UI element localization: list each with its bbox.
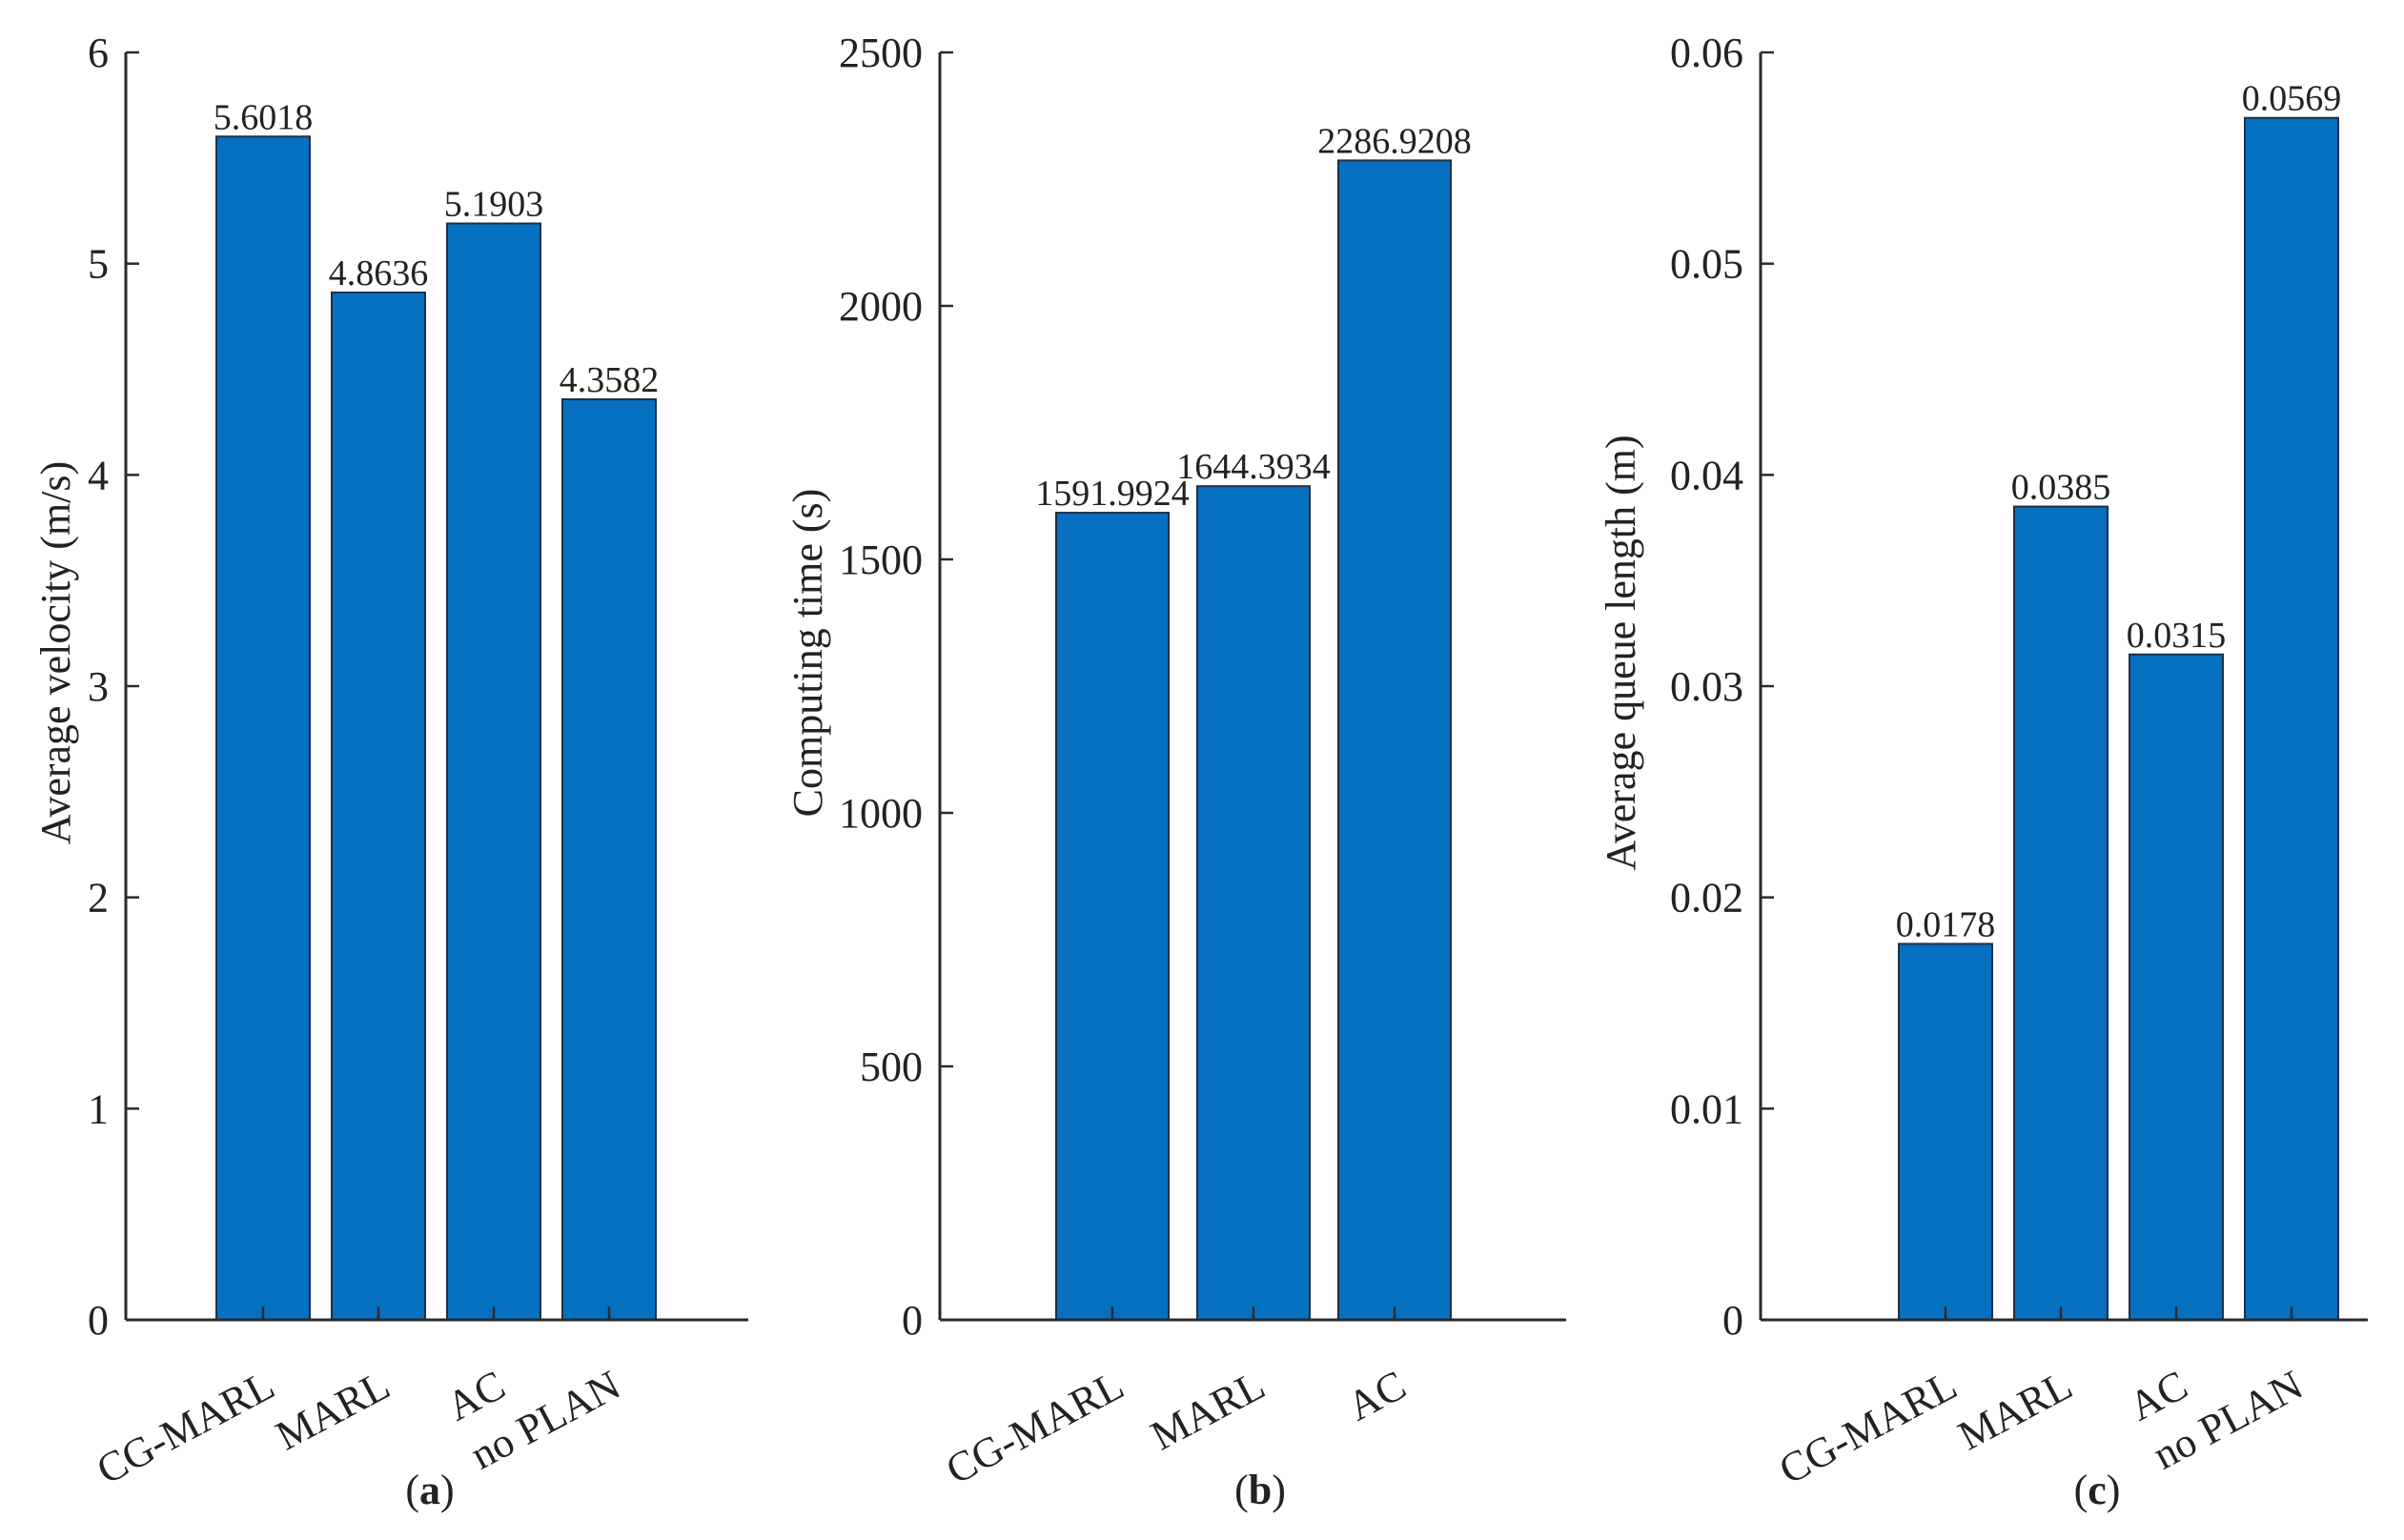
value-label-ac: 0.0315	[2127, 616, 2227, 656]
x-tick-label-cg-marl: CG-MARL	[90, 1362, 282, 1494]
panel-b: Computing time (s) (b) 0 500 1000 1500 2000 2…	[784, 30, 1566, 1513]
y-tick-label: 1500	[839, 537, 923, 583]
bar-ac	[446, 222, 541, 1321]
y-tick-label: 0	[1722, 1297, 1743, 1344]
panel-label-a: (a)	[405, 1467, 454, 1513]
y-tick-label: 0.05	[1670, 241, 1743, 288]
value-label-cg-marl: 5.6018	[214, 97, 314, 137]
value-label-no-plan: 0.0569	[2242, 79, 2342, 119]
x-tick-label-marl: MARL	[268, 1362, 397, 1460]
y-tick-label: 5	[88, 241, 109, 288]
y-tick-label: 2000	[839, 283, 923, 330]
value-label-marl: 1644.3934	[1176, 447, 1331, 487]
value-label-marl: 4.8636	[329, 253, 429, 294]
y-axis-title: Computing time (s)	[784, 489, 831, 818]
panel-label-c: (c)	[2074, 1467, 2121, 1513]
y-tick-label: 1000	[839, 790, 923, 837]
value-label-no-plan: 4.3582	[560, 360, 660, 400]
bar-marl	[331, 291, 426, 1322]
bar-marl	[1196, 485, 1311, 1321]
y-tick-label: 0.04	[1670, 452, 1743, 498]
y-tick-label: 0.03	[1670, 663, 1743, 710]
value-label-ac: 2286.9208	[1317, 121, 1472, 161]
bar-no-plan	[2244, 116, 2339, 1321]
panel-label-b: (b)	[1234, 1467, 1286, 1513]
bar-ac	[1337, 159, 1452, 1321]
y-tick-label: 0	[902, 1297, 923, 1344]
value-label-ac: 5.1903	[444, 184, 544, 224]
panel-a: Average velocity (m/s) (a) 0 1 2 3 4 5 6 CG-MAR…	[32, 30, 748, 1513]
x-tick-label-marl: MARL	[1143, 1362, 1272, 1460]
bar-cg-marl	[1898, 942, 1993, 1322]
y-tick-label: 4	[88, 452, 109, 498]
bar-cg-marl	[1055, 512, 1170, 1321]
y-tick-label: 3	[88, 663, 109, 710]
x-tick-label-ac: AC	[1340, 1362, 1414, 1430]
value-label-cg-marl: 1591.9924	[1035, 474, 1190, 514]
x-tick-label-cg-marl: CG-MARL	[1772, 1362, 1965, 1494]
y-tick-label: 0.02	[1670, 875, 1743, 922]
y-tick-label: 1	[88, 1085, 109, 1132]
panel-c: Average queue length (m) (c) 0 0.01 0.02 0.…	[1598, 30, 2368, 1513]
bar-ac	[2129, 653, 2224, 1321]
y-tick-label: 0.01	[1670, 1085, 1743, 1132]
x-tick-label-cg-marl: CG-MARL	[939, 1362, 1131, 1494]
bar-marl	[2013, 505, 2109, 1321]
y-tick-label: 0.06	[1670, 30, 1743, 76]
y-tick-label: 500	[860, 1044, 923, 1090]
x-tick-label-marl: MARL	[1950, 1362, 2079, 1460]
y-tick-label: 2500	[839, 30, 923, 76]
bar-no-plan	[561, 397, 657, 1322]
y-tick-label: 0	[88, 1297, 109, 1344]
value-label-marl: 0.0385	[2011, 468, 2111, 508]
bar-cg-marl	[215, 135, 311, 1321]
y-tick-label: 6	[88, 30, 109, 76]
value-label-cg-marl: 0.0178	[1896, 904, 1996, 944]
y-tick-label: 2	[88, 875, 109, 922]
y-axis-title: Average velocity (m/s)	[32, 461, 79, 844]
y-axis-title: Average queue length (m)	[1598, 435, 1644, 870]
